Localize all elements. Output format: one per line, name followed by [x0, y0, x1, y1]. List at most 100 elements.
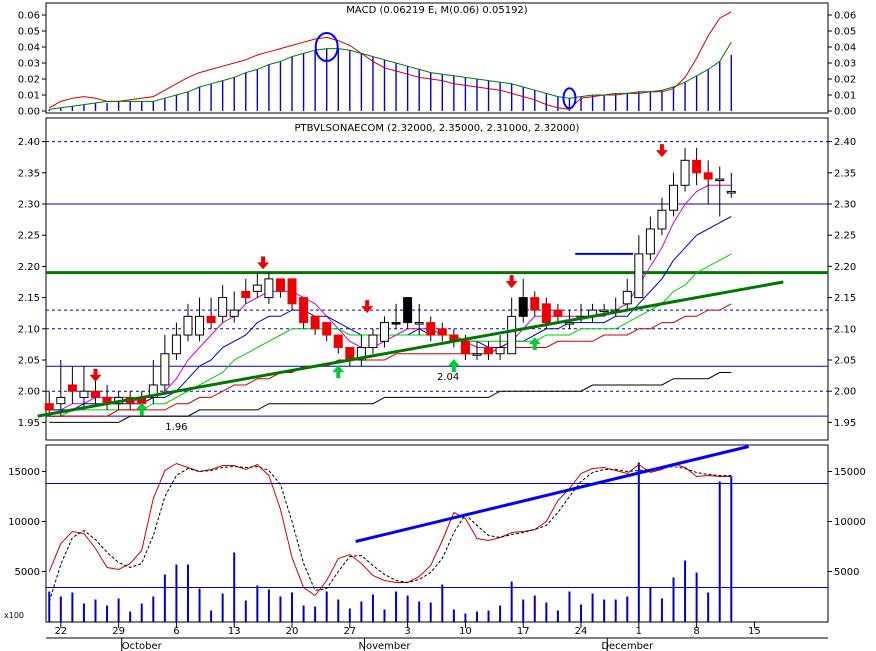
macd-plot: 0.00 0.00 0.01 0.01 0.02 0.02 0.03 0.03 0.04 0.04… [18, 11, 857, 118]
price-candle-body [229, 309, 239, 317]
price-candle-body [380, 322, 389, 342]
macd-tick-label-right: 0.00 [834, 107, 856, 118]
macd-tick-label-right: 0.02 [834, 75, 856, 86]
price-tick-label-right: 2.05 [834, 356, 856, 367]
x-tick-label: 10 [459, 626, 472, 637]
x-tick-label: 24 [575, 626, 588, 637]
price-candle-body [206, 315, 216, 324]
macd-tick-label-right: 0.03 [834, 59, 856, 70]
price-candle-body [726, 191, 736, 194]
x-tick-label: 15 [748, 626, 761, 637]
price-tick-label-left: 1.95 [18, 418, 40, 429]
price-candle-body [171, 334, 181, 355]
price-tick-label-left: 2.05 [18, 356, 40, 367]
price-candle-body [310, 315, 320, 330]
price-candle-body [218, 297, 228, 317]
price-candle-body [484, 347, 494, 355]
price-panel-frame [45, 117, 829, 441]
price-candle-body [715, 178, 725, 182]
price-moving-average [49, 372, 732, 423]
month-label: December [601, 641, 654, 651]
x-tick-label: 1 [636, 626, 642, 637]
buy-arrow-icon [135, 402, 148, 416]
price-candle-body [564, 322, 574, 325]
macd-tick-label-left: 0.00 [18, 107, 40, 118]
price-candle-body [148, 384, 158, 398]
price-tick-label-right: 1.95 [834, 418, 856, 429]
x-tick-label: 29 [112, 626, 125, 637]
price-tick-label-right: 2.15 [834, 293, 856, 304]
volume-tick-label-right: 10000 [834, 517, 866, 528]
price-candle-body [356, 347, 366, 361]
volume-tick-label-right: 5000 [834, 567, 859, 578]
volume-panel-frame [45, 444, 829, 623]
sell-arrow-icon [257, 256, 270, 270]
macd-tick-label-right: 0.04 [834, 43, 856, 54]
volume-tick-label-left: 15000 [8, 467, 40, 478]
buy-arrow-icon [332, 365, 345, 379]
macd-tick-label-right: 0.01 [834, 91, 856, 102]
price-candle-body [299, 297, 309, 324]
price-candle-body [553, 309, 563, 317]
x-axis: 22 29 6 13 20 27 3 10 17 24 1 8 15 October November Dec… [54, 622, 761, 651]
price-candle-body [183, 315, 193, 336]
price-level-annotation: 2.04 [437, 372, 459, 383]
price-tick-label-left: 2.00 [18, 387, 40, 398]
macd-tick-label-right: 0.05 [834, 27, 856, 38]
buy-arrow-icon [447, 359, 460, 372]
price-candle-body [622, 290, 632, 305]
price-candle-body [414, 322, 424, 325]
x-tick-label: 17 [517, 626, 530, 637]
volume-unit-label: x100 [4, 611, 24, 620]
price-candle-body [680, 159, 690, 186]
macd-circle-annotation [562, 87, 577, 110]
buy-arrow-icon [528, 337, 541, 351]
price-candle-body [241, 290, 251, 299]
price-candle-body [495, 347, 505, 355]
price-candle-body [530, 297, 540, 311]
macd-tick-label-left: 0.02 [18, 75, 40, 86]
oscillator-line [48, 465, 732, 602]
macd-tick-label-right: 0.06 [834, 11, 856, 22]
price-candle-body [634, 253, 644, 299]
price-candle-body [645, 228, 655, 255]
macd-series-line [49, 41, 732, 110]
macd-tick-label-left: 0.06 [18, 11, 40, 22]
price-moving-average [49, 303, 732, 417]
macd-tick-label-left: 0.04 [18, 43, 40, 54]
sell-arrow-icon [89, 368, 102, 382]
price-candle-body [91, 390, 100, 398]
price-tick-label-left: 2.40 [18, 137, 40, 148]
price-candle-body [287, 278, 297, 305]
price-tick-label-right: 2.40 [834, 137, 856, 148]
sell-arrow-icon [361, 300, 374, 314]
x-tick-label: 3 [404, 626, 410, 637]
price-candle-body [507, 315, 517, 355]
macd-panel-frame [45, 2, 829, 114]
x-tick-label: 22 [54, 626, 67, 637]
price-tick-label-right: 2.20 [834, 262, 856, 273]
price-candle-body [518, 297, 528, 317]
macd-tick-label-left: 0.05 [18, 27, 40, 38]
price-moving-average [49, 253, 732, 417]
macd-circle-annotation [314, 32, 339, 62]
price-candle-body [252, 284, 262, 292]
price-candle-body [541, 303, 551, 324]
x-tick-label: 20 [286, 626, 299, 637]
price-candle-body [160, 353, 170, 386]
volume-tick-label-right: 15000 [834, 467, 866, 478]
price-candle-body [44, 403, 54, 411]
price-candle-body [703, 172, 713, 180]
price-candle-body [599, 309, 609, 313]
sell-arrow-icon [505, 275, 518, 289]
month-label: October [122, 641, 163, 651]
price-candle-body [426, 322, 436, 336]
price-candle-body [333, 334, 343, 349]
price-candle-body [403, 297, 413, 324]
price-candle-body [657, 209, 667, 230]
price-tick-label-right: 2.25 [834, 231, 856, 242]
x-tick-label: 27 [343, 626, 356, 637]
price-title: PTBVLSONAECOM (2.32000, 2.35000, 2.31000… [295, 123, 580, 134]
volume-tick-label-left: 10000 [8, 517, 40, 528]
